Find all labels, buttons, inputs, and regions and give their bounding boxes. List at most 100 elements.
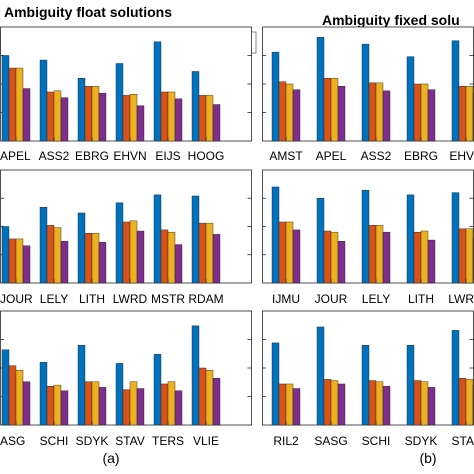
bar-eijs-g bbox=[153, 41, 162, 142]
bar-vlie-g bbox=[191, 325, 200, 426]
bar-lith-g bbox=[406, 194, 415, 284]
bar-mstr-g bbox=[153, 194, 162, 284]
bar-ehvn-gec bbox=[465, 86, 474, 142]
x-tick-label-ril2: RIL2 bbox=[273, 434, 299, 448]
bar-eijs-ge bbox=[160, 91, 169, 142]
x-tick-label-sdyk: SDYK bbox=[405, 434, 438, 448]
bar-sdyk-gec bbox=[91, 381, 100, 426]
bar-ijmu-gec bbox=[285, 221, 294, 284]
bar-rdam-g bbox=[191, 195, 200, 284]
bar-ril2-gecr bbox=[292, 388, 301, 426]
bar-ebrg-gecr bbox=[427, 89, 436, 142]
bar-eijs-gec bbox=[167, 91, 176, 142]
bar-amst-gec bbox=[285, 83, 294, 142]
bar-lwrd-gec bbox=[465, 228, 474, 284]
bar-sdyk-gecr bbox=[98, 387, 107, 426]
x-tick-label-lely: LELY bbox=[40, 292, 68, 306]
x-tick-label-rdam: RDAM bbox=[188, 292, 223, 306]
bar-ebrg-gecr bbox=[98, 92, 107, 142]
bar-lith-g bbox=[77, 212, 86, 284]
bar-ijmu-ge bbox=[278, 221, 287, 284]
bar-jour-ge bbox=[323, 230, 332, 284]
bar-ebrg-ge bbox=[84, 86, 93, 142]
bar-sasg-gec bbox=[330, 380, 339, 426]
bar-ril2-gec bbox=[285, 383, 294, 426]
bar-lwrd-g bbox=[451, 192, 460, 284]
x-tick-label-ass2: ASS2 bbox=[39, 149, 70, 163]
panel-float-row-3: ASG SCHI SDYK STAV TERS VLIE bbox=[0, 310, 252, 448]
bar-ehvn-gecr bbox=[136, 105, 145, 142]
bar-ebrg-gec bbox=[91, 86, 100, 142]
bar-stav-gec bbox=[465, 379, 474, 426]
bar-ass2-ge bbox=[368, 82, 377, 142]
bar-apel-gecr bbox=[337, 86, 346, 142]
x-tick-label-lwrd: LWRD bbox=[113, 292, 148, 306]
bar-schi-gec bbox=[53, 384, 62, 426]
bar-jour-gecr bbox=[22, 245, 31, 284]
bar-sdyk-ge bbox=[413, 380, 422, 426]
x-tick-label-ehvn: EHVN bbox=[113, 149, 146, 163]
bar-ass2-gecr bbox=[382, 90, 391, 142]
bar-eijs-gecr bbox=[174, 98, 183, 142]
bar-sasg-ge bbox=[8, 365, 17, 426]
bar-ijmu-g bbox=[271, 186, 280, 284]
bar-hoog-ge bbox=[198, 95, 207, 142]
x-tick-label-schi: SCHI bbox=[40, 434, 69, 448]
bar-stav-ge bbox=[458, 378, 467, 426]
bar-jour-g bbox=[316, 198, 325, 284]
bar-mstr-ge bbox=[160, 229, 169, 284]
bar-lely-gec bbox=[53, 227, 62, 284]
bar-ijmu-gecr bbox=[292, 229, 301, 284]
x-tick-label-jour: JOUR bbox=[315, 292, 348, 306]
x-tick-label-ebrg: EBRG bbox=[75, 149, 109, 163]
bar-lith-ge bbox=[84, 233, 93, 284]
bar-rdam-ge bbox=[198, 222, 207, 284]
bar-lely-gec bbox=[375, 225, 384, 284]
bar-sdyk-gec bbox=[420, 381, 429, 426]
bar-mstr-gecr bbox=[174, 244, 183, 284]
bar-apel-gec bbox=[330, 78, 339, 142]
bar-jour-gecr bbox=[337, 240, 346, 284]
bar-sasg-ge bbox=[323, 379, 332, 426]
x-tick-label-ijmu: IJMU bbox=[272, 292, 300, 306]
bar-lith-ge bbox=[413, 231, 422, 284]
bar-schi-gecr bbox=[382, 386, 391, 426]
bar-apel-g bbox=[1, 55, 10, 142]
bar-hoog-g bbox=[191, 71, 200, 142]
bar-ebrg-g bbox=[77, 78, 86, 142]
x-tick-label-vlie: VLIE bbox=[193, 434, 219, 448]
bar-lely-ge bbox=[368, 225, 377, 284]
bar-schi-gec bbox=[375, 381, 384, 426]
bar-rdam-gecr bbox=[212, 234, 221, 284]
panel-fixed-row-2: IJMU JOUR LELY LITH LWR bbox=[262, 169, 474, 306]
bar-apel-gec bbox=[15, 67, 24, 142]
bar-ril2-ge bbox=[278, 383, 287, 426]
x-tick-label-eijs: EIJS bbox=[155, 149, 180, 163]
bar-apel-gecr bbox=[22, 88, 31, 142]
bar-jour-gec bbox=[15, 238, 24, 284]
bar-stav-gec bbox=[129, 381, 138, 426]
panel-fixed-row-3: RIL2 SASG SCHI SDYK STA bbox=[262, 310, 474, 448]
bar-sasg-g bbox=[316, 326, 325, 426]
bar-ters-ge bbox=[160, 383, 169, 426]
x-tick-label-sasg: ASG bbox=[0, 434, 25, 448]
bar-schi-g bbox=[39, 362, 48, 426]
bar-lwrd-ge bbox=[122, 221, 131, 284]
bar-ehvn-g bbox=[451, 40, 460, 142]
bar-lely-g bbox=[361, 190, 370, 284]
x-tick-label-lith: LITH bbox=[408, 292, 434, 306]
bar-vlie-ge bbox=[198, 367, 207, 426]
bar-ebrg-gec bbox=[420, 83, 429, 142]
x-tick-label-stav: STA bbox=[452, 434, 474, 448]
bar-sasg-gecr bbox=[337, 383, 346, 426]
bar-stav-gecr bbox=[136, 388, 145, 426]
x-tick-label-stav: STAV bbox=[115, 434, 145, 448]
bar-ebrg-ge bbox=[413, 83, 422, 142]
bar-apel-ge bbox=[323, 78, 332, 142]
right-title: Ambiguity fixed solu bbox=[322, 12, 460, 28]
bar-rdam-gec bbox=[205, 222, 214, 284]
bar-vlie-gecr bbox=[212, 378, 221, 426]
x-tick-label-lwrd: LWR bbox=[448, 292, 474, 306]
bar-schi-gecr bbox=[60, 390, 69, 426]
